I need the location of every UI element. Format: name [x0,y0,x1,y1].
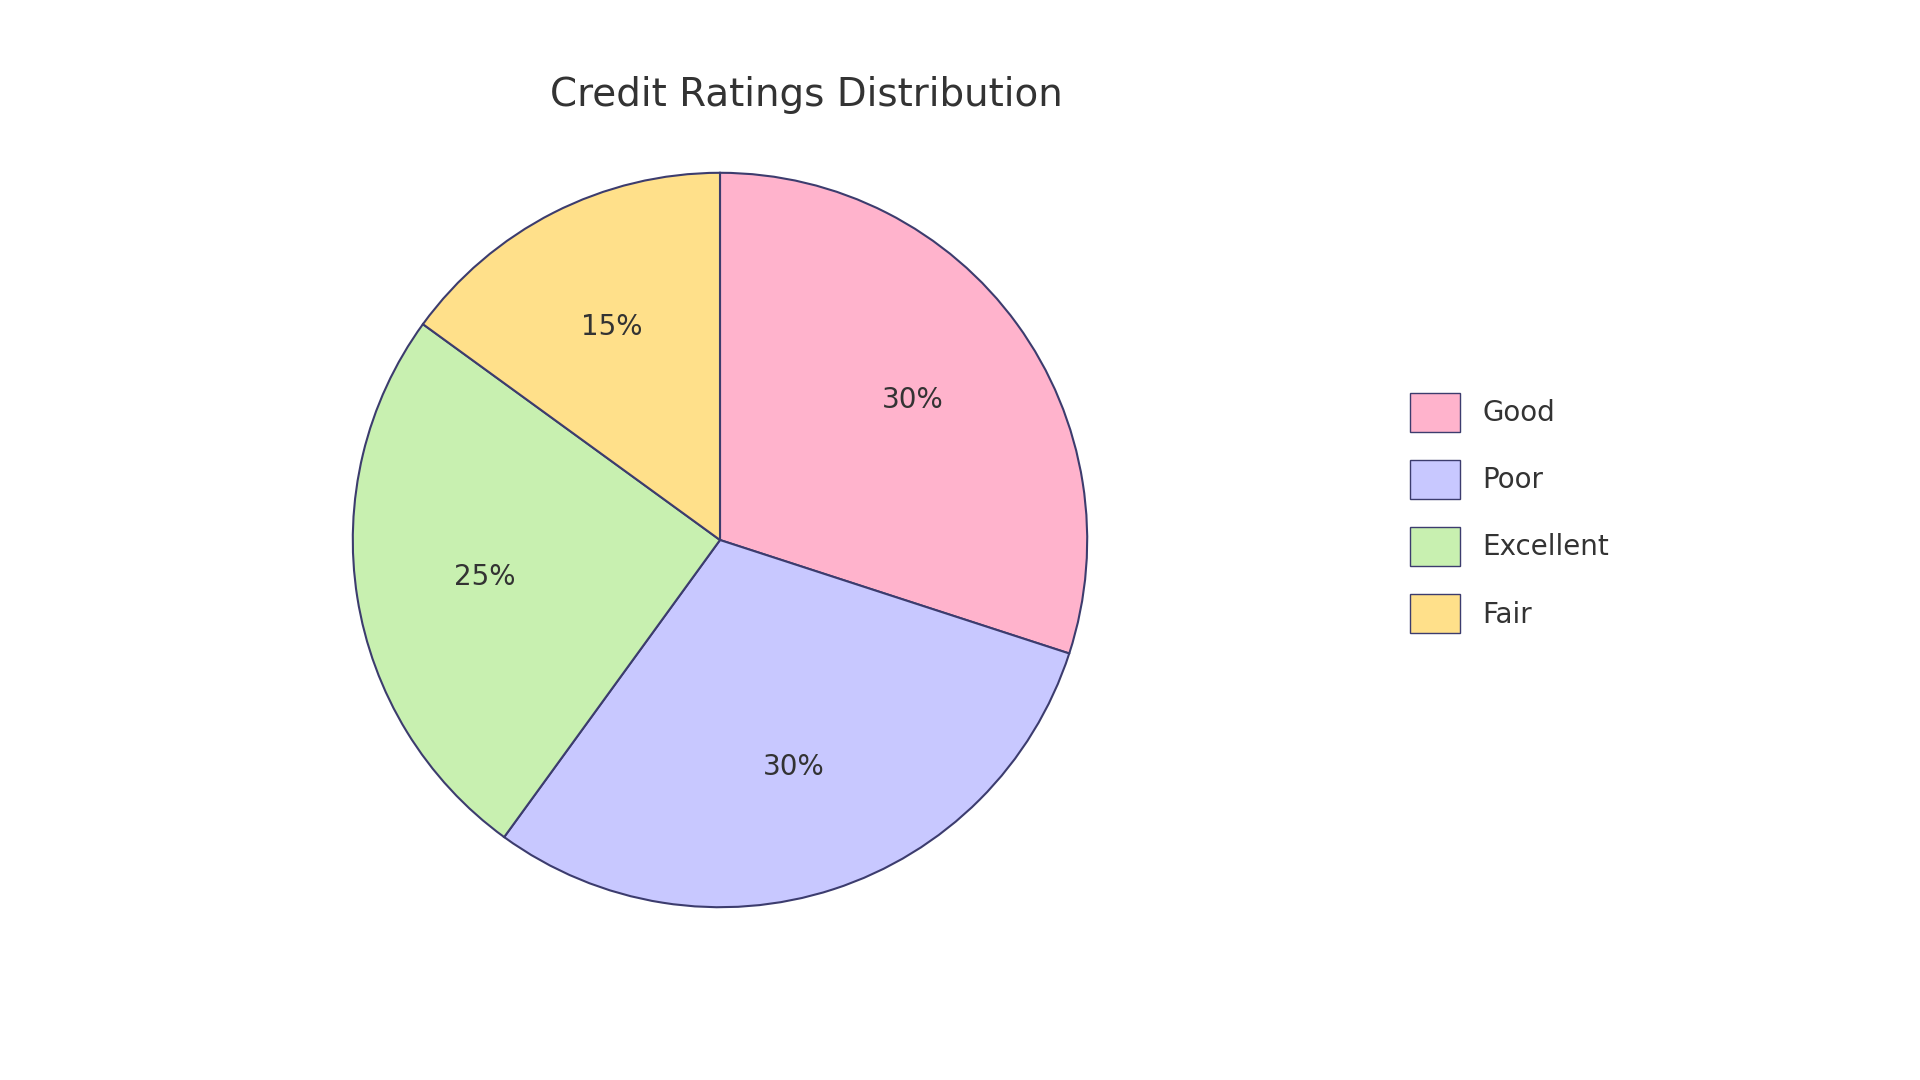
Wedge shape [422,173,720,540]
Legend: Good, Poor, Excellent, Fair: Good, Poor, Excellent, Fair [1396,379,1622,647]
Text: Credit Ratings Distribution: Credit Ratings Distribution [549,76,1064,113]
Text: 30%: 30% [881,386,945,414]
Wedge shape [353,324,720,837]
Text: 30%: 30% [762,753,824,781]
Wedge shape [720,173,1087,653]
Text: 25%: 25% [453,564,515,592]
Text: 15%: 15% [582,313,643,341]
Wedge shape [505,540,1069,907]
